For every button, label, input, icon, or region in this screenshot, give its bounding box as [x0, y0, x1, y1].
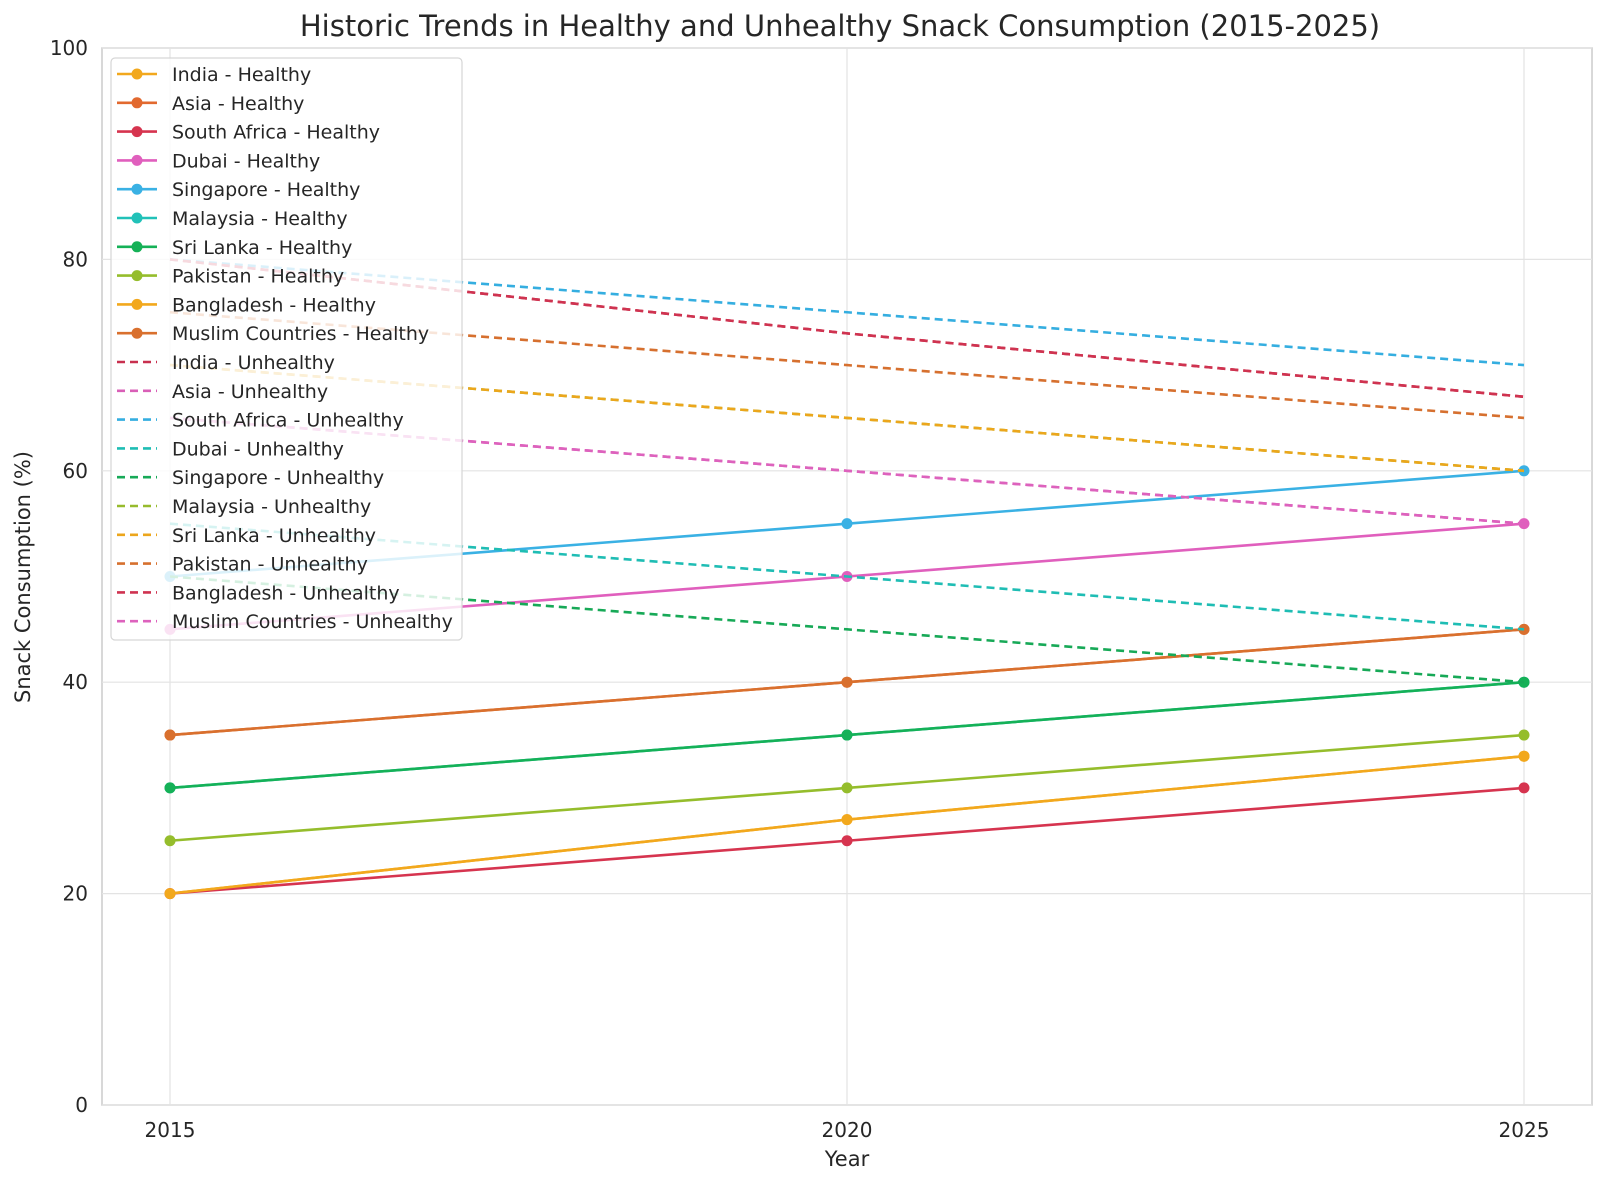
- legend-item: Pakistan - Unhealthy: [117, 554, 368, 576]
- legend: India - Healthy Asia - Healthy South Afric…: [110, 57, 463, 641]
- y-tick-label: 0: [75, 1093, 88, 1117]
- y-tick-label: 100: [50, 36, 88, 60]
- legend-label: Dubai - Unhealthy: [172, 438, 344, 460]
- data-point: [164, 729, 176, 741]
- legend-item: Bangladesh - Unhealthy: [117, 582, 400, 604]
- y-axis-label: Snack Consumption (%): [11, 451, 35, 703]
- legend-label: Singapore - Unhealthy: [172, 467, 384, 489]
- legend-label: Muslim Countries - Healthy: [172, 323, 429, 345]
- legend-marker: [131, 183, 143, 195]
- legend-marker: [131, 270, 143, 282]
- y-tick-label: 60: [63, 459, 88, 483]
- data-point: [841, 518, 853, 530]
- y-axis-ticks: 0 20 40 60 80 100: [50, 36, 88, 1117]
- x-axis-ticks: 2015 2020 2025: [145, 1118, 1550, 1142]
- x-tick-label: 2025: [1499, 1118, 1550, 1142]
- series-muslim-countries-healthy: [164, 623, 1530, 741]
- legend-label: Asia - Unhealthy: [172, 381, 328, 403]
- x-tick-label: 2020: [822, 1118, 873, 1142]
- legend-label: Malaysia - Healthy: [172, 208, 348, 230]
- legend-label: India - Unhealthy: [172, 352, 335, 374]
- legend-item: India - Healthy: [117, 64, 311, 86]
- legend-marker: [131, 68, 143, 80]
- legend-item: India - Unhealthy: [117, 352, 335, 374]
- legend-item: Pakistan - Healthy: [117, 266, 344, 288]
- legend-item: South Africa - Healthy: [117, 122, 380, 144]
- legend-item: Sri Lanka - Healthy: [117, 237, 352, 259]
- legend-label: Bangladesh - Unhealthy: [172, 582, 400, 604]
- legend-label: Dubai - Healthy: [172, 150, 320, 172]
- legend-label: Pakistan - Healthy: [172, 266, 344, 288]
- legend-item: Malaysia - Healthy: [117, 208, 348, 230]
- legend-label: Asia - Healthy: [172, 93, 304, 115]
- data-point: [164, 835, 176, 847]
- series-bangladesh-healthy: [164, 750, 1530, 900]
- data-point: [1518, 729, 1530, 741]
- legend-box: [110, 57, 463, 641]
- data-point: [841, 835, 853, 847]
- legend-label: Bangladesh - Healthy: [172, 294, 376, 316]
- legend-item: Sri Lanka - Unhealthy: [117, 525, 376, 547]
- legend-item: Dubai - Healthy: [117, 150, 320, 172]
- legend-item: Singapore - Healthy: [117, 179, 360, 201]
- legend-label: Muslim Countries - Unhealthy: [172, 611, 453, 633]
- y-tick-label: 20: [63, 882, 88, 906]
- y-tick-label: 40: [63, 670, 88, 694]
- series-pakistan-healthy: [164, 729, 1530, 847]
- data-point: [841, 814, 853, 826]
- x-axis-label: Year: [824, 1147, 870, 1171]
- chart-title: Historic Trends in Healthy and Unhealthy…: [300, 9, 1380, 43]
- legend-item: Singapore - Unhealthy: [117, 467, 384, 489]
- legend-label: Pakistan - Unhealthy: [172, 554, 368, 576]
- legend-item: Dubai - Unhealthy: [117, 438, 344, 460]
- legend-label: South Africa - Unhealthy: [172, 410, 404, 432]
- data-point: [841, 729, 853, 741]
- legend-marker: [131, 154, 143, 166]
- legend-label: South Africa - Healthy: [172, 122, 380, 144]
- x-tick-label: 2015: [145, 1118, 196, 1142]
- legend-item: Asia - Healthy: [117, 93, 304, 115]
- legend-label: Sri Lanka - Unhealthy: [172, 525, 376, 547]
- legend-item: Asia - Unhealthy: [117, 381, 328, 403]
- y-tick-label: 80: [63, 247, 88, 271]
- legend-marker: [131, 327, 143, 339]
- legend-item: Malaysia - Unhealthy: [117, 496, 371, 518]
- legend-item: Bangladesh - Healthy: [117, 294, 376, 316]
- data-point: [841, 676, 853, 688]
- legend-label: Sri Lanka - Healthy: [172, 237, 352, 259]
- legend-marker: [131, 298, 143, 310]
- legend-marker: [131, 241, 143, 253]
- legend-label: Malaysia - Unhealthy: [172, 496, 371, 518]
- legend-item: South Africa - Unhealthy: [117, 410, 404, 432]
- data-point: [1518, 782, 1530, 794]
- legend-item: Muslim Countries - Healthy: [117, 323, 429, 345]
- legend-marker: [131, 126, 143, 138]
- data-point: [164, 888, 176, 900]
- legend-item: Muslim Countries - Unhealthy: [117, 611, 453, 633]
- data-point: [164, 782, 176, 794]
- data-point: [1518, 750, 1530, 762]
- legend-marker: [131, 212, 143, 224]
- data-point: [841, 782, 853, 794]
- legend-label: India - Healthy: [172, 64, 311, 86]
- legend-marker: [131, 97, 143, 109]
- legend-label: Singapore - Healthy: [172, 179, 360, 201]
